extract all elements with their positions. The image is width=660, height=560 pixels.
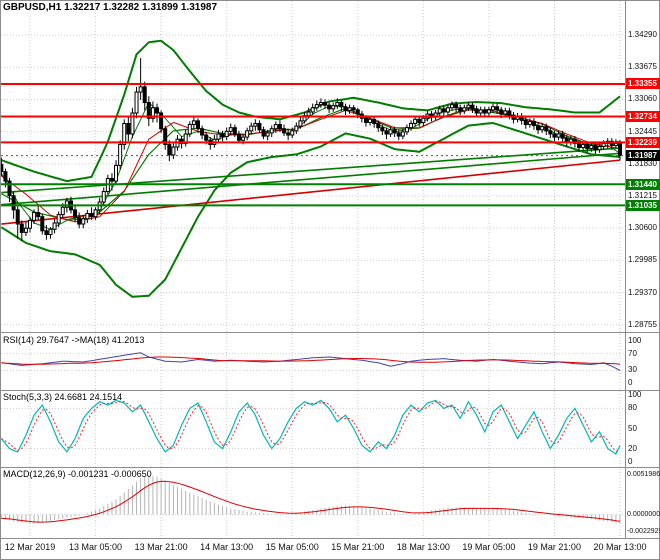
price-level-badge: 1.31035 [626,199,660,211]
price-level-badge: 1.31987 [626,150,660,162]
price-tick-label: 1.31215 [628,191,657,200]
grid-layer [1,1,625,538]
price-tick-label: 1.30600 [628,223,657,233]
stoch-level-label: 80 [628,403,637,413]
time-axis-label: 19 Mar 05:00 [462,542,516,552]
time-axis-label: 14 Mar 13:00 [200,542,254,552]
macd-indicator-label: MACD(12,26,9) -0.001231 -0.000650 [3,469,152,479]
chart-symbol-ohlc-title: GBPUSD,H1 1.32217 1.32282 1.31899 1.3198… [3,2,218,13]
price-tick-label: 1.34290 [628,30,657,39]
price-tick-label: 1.33060 [628,94,657,104]
price-tick-label: 1.32445 [628,126,657,136]
time-scale[interactable]: 12 Mar 2019 13 Mar 05:00 13 Mar 21:00 14 Ma… [0,539,660,560]
time-axis-label: 12 Mar 2019 [4,542,56,552]
price-level-badge: 1.31440 [626,178,660,190]
stoch-level-label: 20 [628,443,637,453]
price-tick-label: 1.28755 [628,319,657,329]
macd-axis-label: 0.0000000 [627,510,660,518]
stoch-level-label: 0 [628,457,633,466]
stoch-layer [0,399,621,455]
levels-layer [1,82,625,207]
price-level-badge: 1.32239 [626,136,660,148]
price-tick-label: 1.29370 [628,287,657,297]
price-level-badge: 1.33355 [626,78,660,90]
stoch-level-label: 50 [628,423,637,433]
bollinger-bands-layer [0,39,621,298]
rsi-level-label: 0 [628,378,633,387]
macd-layer [0,475,621,524]
time-axis-label: 20 Mar 13:00 [593,542,647,552]
macd-axis-label: -0.0022929 [627,528,660,536]
price-tick-label: 1.33675 [628,62,657,72]
macd-axis-label: 0.0051986 [627,471,660,479]
stoch-indicator-label: Stoch(5,3,3) 24.6681 24.1514 [3,392,123,402]
rsi-level-label: 100 [628,336,642,345]
time-axis-label: 18 Mar 13:00 [396,542,450,552]
price-scale[interactable]: 1.34290 1.33675 1.33060 1.32445 1.31830 1.312… [626,0,660,538]
rsi-level-label: 70 [628,348,637,358]
rsi-level-label: 30 [628,365,637,375]
stoch-level-label: 100 [628,390,642,399]
rsi-layer [1,352,621,371]
time-axis-label: 15 Mar 05:00 [265,542,319,552]
price-tick-label: 1.31830 [628,158,657,168]
time-axis-label: 13 Mar 21:00 [134,542,188,552]
time-axis-label: 19 Mar 21:00 [527,542,581,552]
time-axis-label: 13 Mar 05:00 [69,542,123,552]
rsi-indicator-label: RSI(14) 29.7647 ->MA(18) 41.2013 [3,335,145,345]
price-tick-label: 1.29985 [628,255,657,265]
price-level-badge: 1.32734 [626,110,660,122]
time-axis-label: 15 Mar 21:00 [331,542,385,552]
